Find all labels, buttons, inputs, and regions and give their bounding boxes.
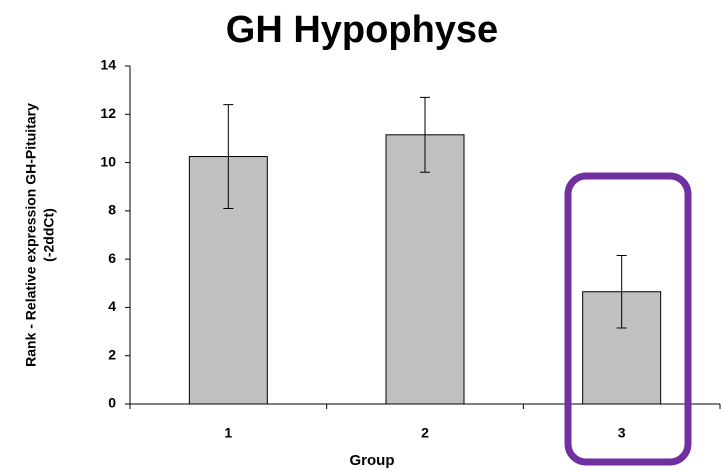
y-tick-label: 2 (108, 346, 116, 362)
y-tick-label: 12 (100, 105, 116, 121)
y-axis-label-line: Rank - Relative expression GH-Pituitary (23, 103, 39, 367)
x-axis-label: Group (350, 452, 395, 469)
y-tick-label: 4 (108, 298, 116, 314)
y-axis-label: Rank - Relative expression GH-Pituitary … (23, 103, 57, 367)
y-tick-label: 10 (100, 153, 116, 169)
y-axis-label-line: (-2ddCt) (41, 208, 57, 262)
y-tick-label: 0 (108, 395, 116, 411)
chart-title: GH Hypophyse (226, 9, 498, 51)
x-tick-label: 3 (618, 425, 626, 441)
error-bar (223, 104, 234, 209)
y-tick-label: 6 (108, 250, 116, 266)
highlight-box (564, 172, 692, 466)
bar (385, 134, 465, 405)
x-tick-label: 2 (421, 425, 429, 441)
error-bar (420, 96, 430, 173)
error-bar (616, 255, 627, 329)
y-tick-label: 14 (100, 57, 116, 73)
x-tick-label: 1 (224, 425, 232, 441)
y-tick-label: 8 (108, 202, 116, 218)
